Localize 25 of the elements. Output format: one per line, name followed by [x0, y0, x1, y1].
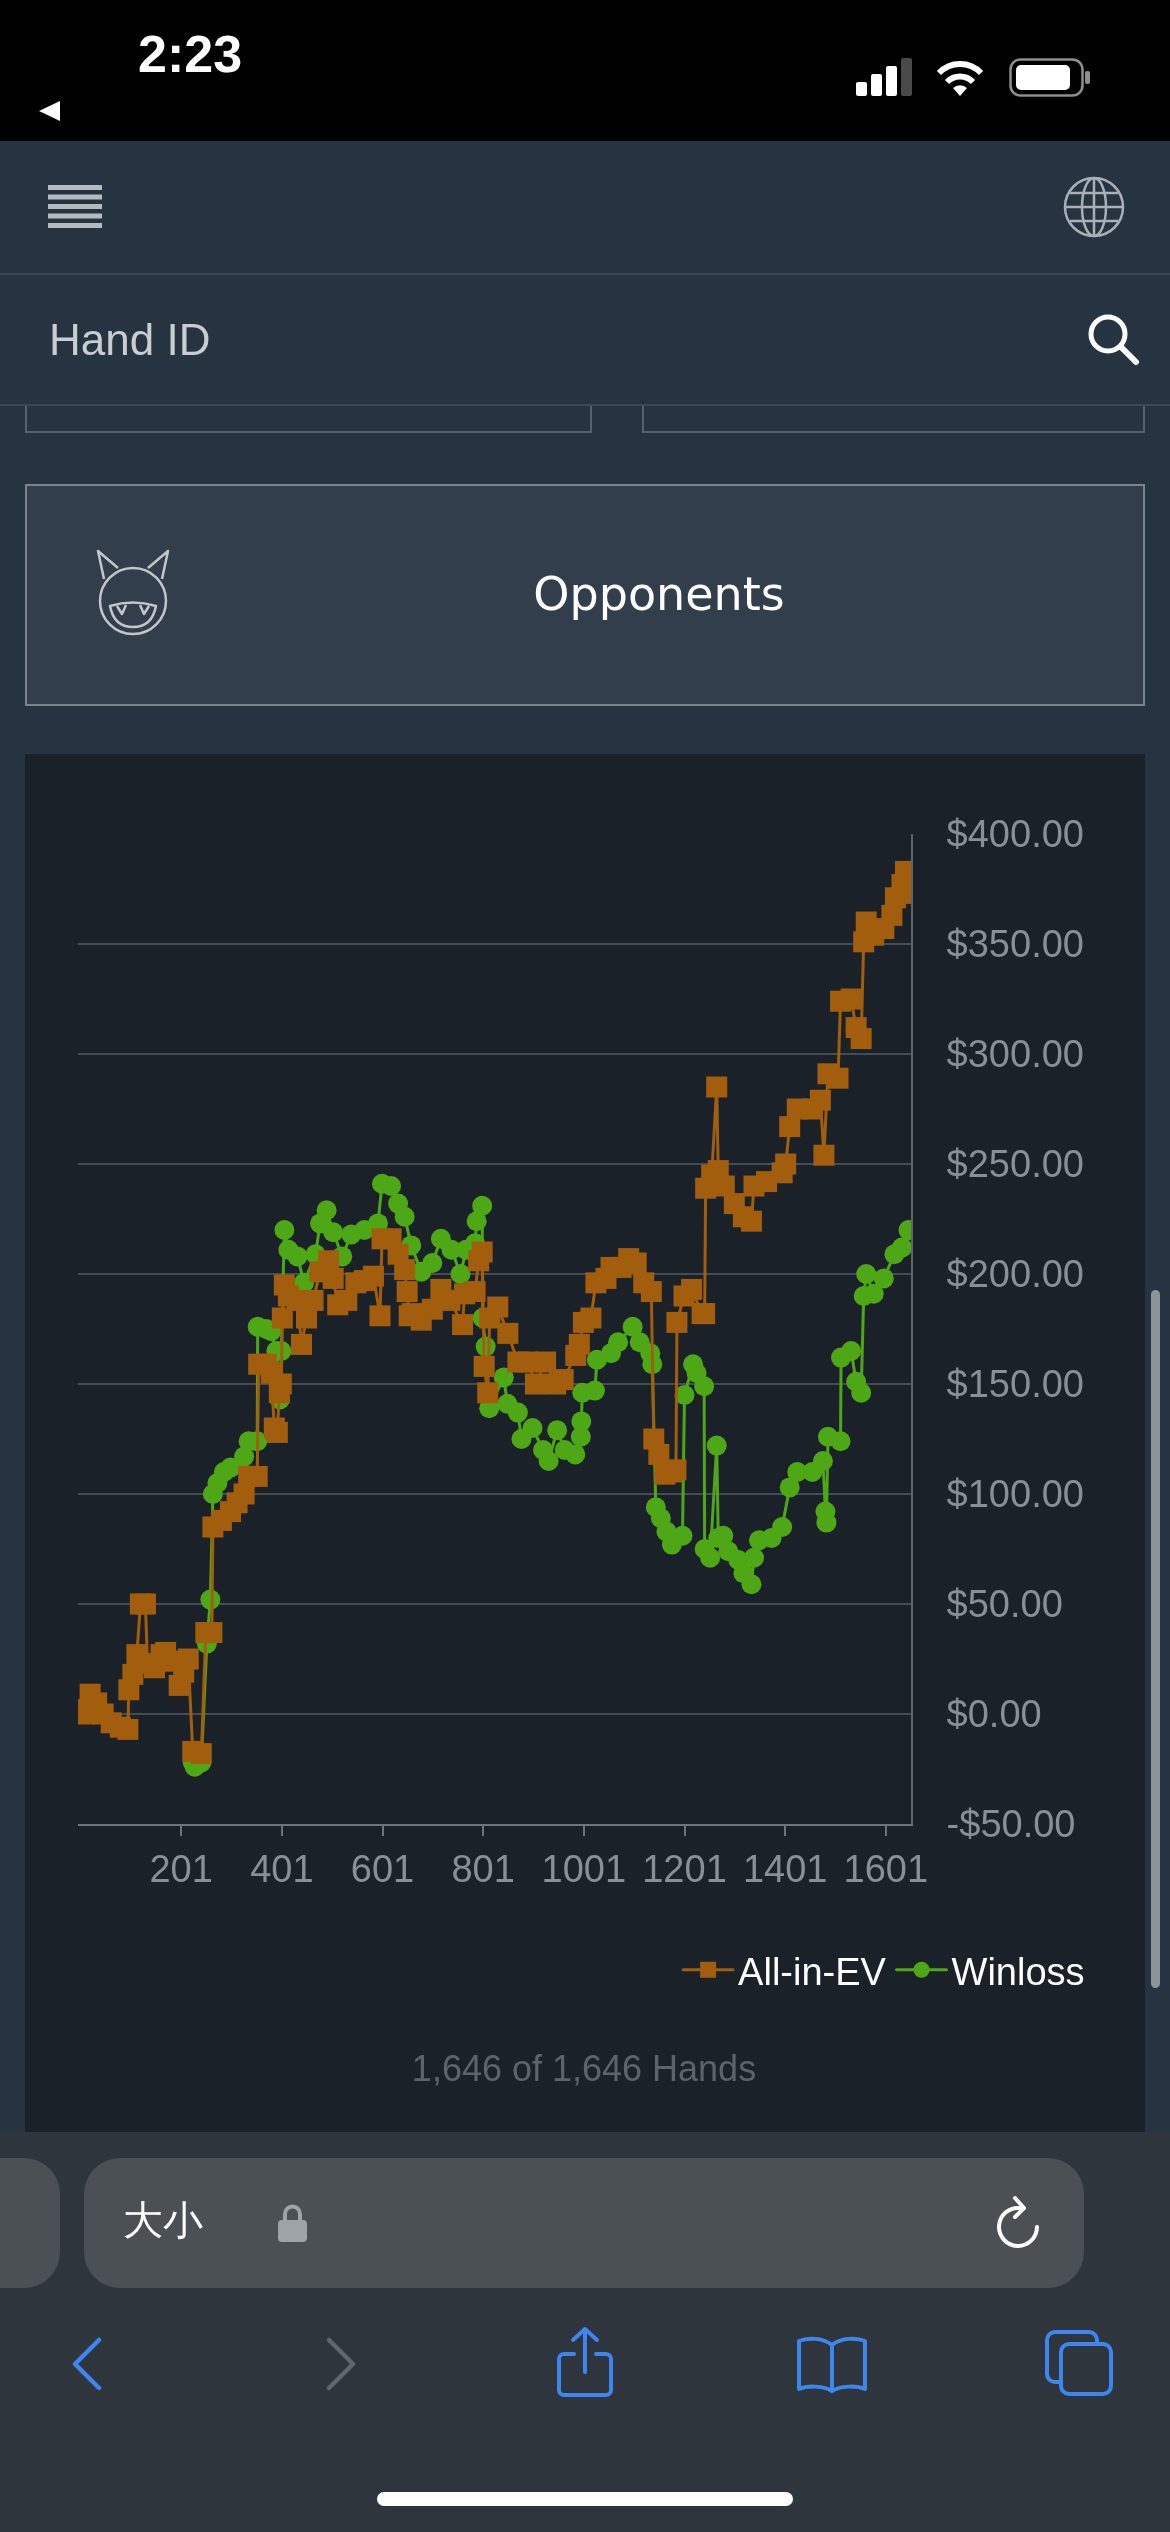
x-tick-label: 1401	[742, 1847, 828, 1890]
y-tick-label: -$50.00	[946, 1803, 1076, 1846]
text: Hand ID	[49, 315, 211, 364]
text: 大小	[123, 2197, 203, 2243]
x-tick-label: 201	[149, 1847, 213, 1890]
y-tick-label: $150.00	[946, 1363, 1084, 1406]
text: 2:23	[138, 25, 243, 83]
text: Opponents	[533, 567, 785, 621]
x-tick-label: 401	[250, 1847, 314, 1890]
x-tick-label: 1001	[541, 1847, 627, 1890]
x-tick-label: 1601	[843, 1847, 929, 1890]
legend-label: All-in-EV	[738, 1950, 887, 1993]
y-tick-label: $350.00	[946, 923, 1084, 966]
y-tick-label: $300.00	[946, 1033, 1084, 1076]
x-tick-label: 1201	[642, 1847, 727, 1890]
y-tick-label: $250.00	[946, 1143, 1084, 1186]
y-tick-label: $0.00	[946, 1693, 1042, 1736]
y-tick-label: $400.00	[946, 813, 1084, 856]
legend-label: Winloss	[951, 1950, 1085, 1993]
text: 1,646 of 1,646 Hands	[411, 2048, 757, 2089]
y-tick-label: $50.00	[946, 1583, 1063, 1626]
x-tick-label: 601	[350, 1847, 415, 1890]
y-tick-label: $100.00	[946, 1473, 1084, 1516]
x-tick-label: 801	[451, 1847, 515, 1890]
y-tick-label: $200.00	[946, 1253, 1084, 1296]
